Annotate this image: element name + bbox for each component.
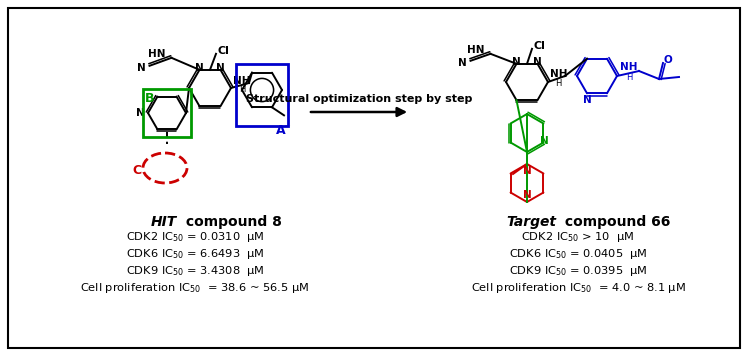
Text: HN: HN [148,49,165,59]
Text: compound 66: compound 66 [560,215,670,229]
Text: N: N [523,166,531,176]
Text: N: N [533,57,542,67]
Text: N: N [137,63,146,73]
Text: H: H [239,85,245,94]
Text: B: B [145,92,155,105]
Text: HIT: HIT [151,215,177,229]
Text: N: N [216,63,225,73]
Text: Cl: Cl [534,41,546,51]
Text: N: N [523,190,531,200]
Text: CDK2 IC$_{50}$ = 0.0310  μM: CDK2 IC$_{50}$ = 0.0310 μM [126,230,264,244]
Text: C: C [132,163,141,177]
Text: N: N [195,63,204,73]
Text: HN: HN [467,45,485,55]
Text: Cell proliferation IC$_{50}$  = 38.6 ~ 56.5 μM: Cell proliferation IC$_{50}$ = 38.6 ~ 56… [80,281,310,295]
Text: A: A [276,124,286,137]
Text: NH: NH [233,75,251,85]
Bar [143,89,191,137]
Text: N: N [136,108,145,118]
Text: CDK6 IC$_{50}$ = 6.6493  μM: CDK6 IC$_{50}$ = 6.6493 μM [126,247,264,261]
Text: N: N [458,58,467,68]
Text: N: N [583,95,592,105]
Text: Target: Target [506,215,556,229]
Text: #0000cc: #0000cc [285,125,291,126]
Text: NH: NH [550,69,567,79]
Bar [236,64,288,126]
Text: N: N [540,136,549,147]
Text: Structural optimization step by step: Structural optimization step by step [246,94,472,104]
Text: CDK9 IC$_{50}$ = 0.0395  μM: CDK9 IC$_{50}$ = 0.0395 μM [509,264,647,278]
Text: CDK2 IC$_{50}$ > 10  μM: CDK2 IC$_{50}$ > 10 μM [521,230,634,244]
Text: NH: NH [620,63,638,73]
Text: CDK6 IC$_{50}$ = 0.0405  μM: CDK6 IC$_{50}$ = 0.0405 μM [509,247,647,261]
Text: Cell proliferation IC$_{50}$  = 4.0 ~ 8.1 μM: Cell proliferation IC$_{50}$ = 4.0 ~ 8.1… [470,281,685,295]
Text: O: O [664,55,672,65]
Text: CDK9 IC$_{50}$ = 3.4308  μM: CDK9 IC$_{50}$ = 3.4308 μM [126,264,264,278]
Text: H: H [555,79,562,88]
Text: compound 8: compound 8 [181,215,282,229]
Text: Cl: Cl [218,46,230,56]
Text: H: H [626,73,632,82]
Text: N: N [512,57,521,67]
